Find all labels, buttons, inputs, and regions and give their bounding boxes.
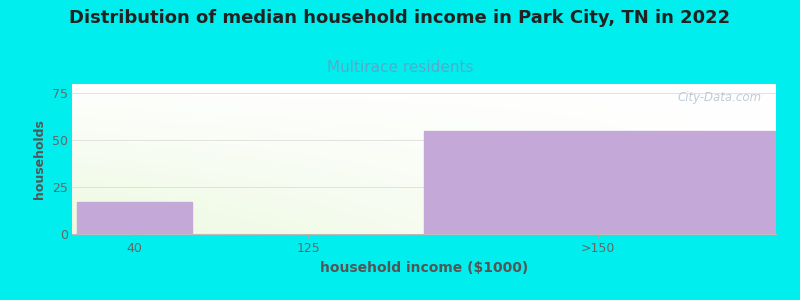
Bar <box>77 202 193 234</box>
Text: Multirace residents: Multirace residents <box>326 60 474 75</box>
Bar <box>424 131 776 234</box>
Text: City-Data.com: City-Data.com <box>678 92 762 104</box>
X-axis label: household income ($1000): household income ($1000) <box>320 261 528 275</box>
Y-axis label: households: households <box>34 119 46 199</box>
Text: Distribution of median household income in Park City, TN in 2022: Distribution of median household income … <box>70 9 730 27</box>
